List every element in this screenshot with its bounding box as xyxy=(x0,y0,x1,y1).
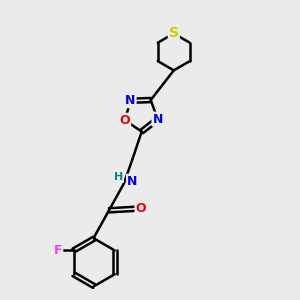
Text: N: N xyxy=(152,112,163,126)
Text: O: O xyxy=(120,114,130,127)
Text: F: F xyxy=(54,244,62,257)
Text: H: H xyxy=(114,172,123,182)
Text: S: S xyxy=(169,26,179,40)
Text: O: O xyxy=(136,202,146,215)
Text: N: N xyxy=(127,175,137,188)
Text: N: N xyxy=(125,94,136,107)
